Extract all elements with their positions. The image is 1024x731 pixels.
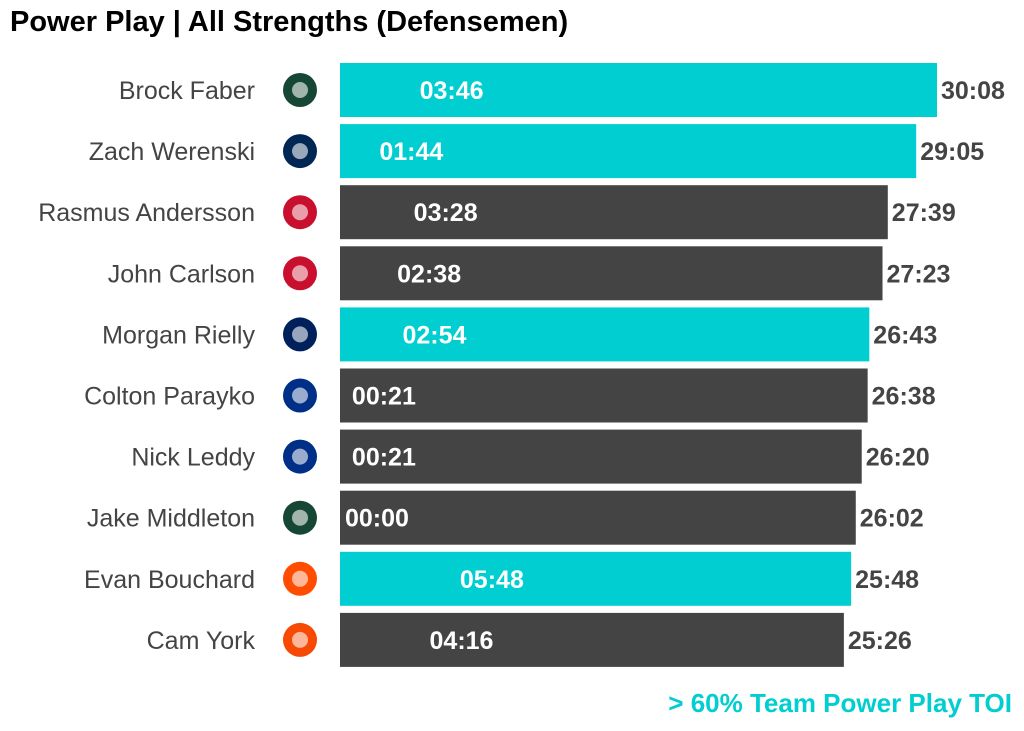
total-toi-label: 25:26 xyxy=(848,627,912,655)
category-label: Colton Parayko xyxy=(84,383,255,411)
bar xyxy=(340,185,888,240)
st-louis-blues-logo xyxy=(283,439,317,474)
total-toi-label: 25:48 xyxy=(855,566,919,594)
bar xyxy=(340,612,844,667)
logo-detail xyxy=(292,204,308,221)
calgary-flames-logo xyxy=(283,195,317,230)
pp-toi-label: 05:48 xyxy=(460,566,524,594)
bar xyxy=(340,307,870,362)
total-toi-label: 27:23 xyxy=(887,260,951,288)
pp-toi-label: 03:46 xyxy=(420,77,484,105)
bar xyxy=(340,63,937,117)
logo-detail xyxy=(292,326,308,343)
toronto-maple-leafs-logo xyxy=(283,317,317,352)
logo-detail xyxy=(292,448,308,465)
edmonton-oilers-logo xyxy=(283,561,317,596)
bar xyxy=(340,490,856,545)
category-label: Jake Middleton xyxy=(87,505,255,533)
pp-toi-label: 04:16 xyxy=(430,627,494,655)
logo-detail xyxy=(292,265,308,282)
category-label: Brock Faber xyxy=(119,77,255,105)
total-toi-label: 26:20 xyxy=(866,444,930,472)
logo-detail xyxy=(292,570,308,587)
category-label: Nick Leddy xyxy=(131,444,255,472)
total-toi-label: 26:43 xyxy=(873,321,937,349)
total-toi-label: 26:38 xyxy=(872,383,936,411)
category-label: Rasmus Andersson xyxy=(38,199,255,227)
bar xyxy=(340,551,852,606)
total-toi-label: 29:05 xyxy=(920,138,984,166)
logo-detail xyxy=(292,631,308,648)
chart-title: Power Play | All Strengths (Defensemen) xyxy=(10,6,569,38)
bar xyxy=(340,246,883,301)
total-toi-label: 30:08 xyxy=(941,77,1005,105)
category-label: Morgan Rielly xyxy=(102,321,255,349)
total-toi-label: 26:02 xyxy=(860,505,924,533)
pp-toi-label: 02:38 xyxy=(397,260,461,288)
minnesota-wild-logo xyxy=(283,73,317,107)
category-label: John Carlson xyxy=(108,260,255,288)
pp-toi-label: 02:54 xyxy=(402,321,466,349)
columbus-blue-jackets-logo xyxy=(283,134,317,169)
logo-detail xyxy=(292,387,308,404)
category-label: Cam York xyxy=(147,627,256,655)
bar xyxy=(340,368,868,423)
washington-capitals-logo xyxy=(283,256,317,291)
logo-detail xyxy=(292,82,308,98)
logo-detail xyxy=(292,143,308,160)
logo-detail xyxy=(292,509,308,526)
pp-toi-label: 03:28 xyxy=(414,199,478,227)
category-label: Evan Bouchard xyxy=(84,566,255,594)
total-toi-label: 27:39 xyxy=(892,199,956,227)
legend-note: > 60% Team Power Play TOI xyxy=(668,688,1012,718)
category-label: Zach Werenski xyxy=(89,138,255,166)
philadelphia-flyers-logo xyxy=(283,622,317,657)
bar xyxy=(340,124,917,179)
pp-toi-label: 00:00 xyxy=(345,505,409,533)
pp-toi-label: 00:21 xyxy=(352,444,416,472)
bar xyxy=(340,429,862,484)
pp-toi-label: 00:21 xyxy=(352,383,416,411)
pp-toi-label: 01:44 xyxy=(379,138,443,166)
minnesota-wild-logo xyxy=(283,500,317,535)
st-louis-blues-logo xyxy=(283,378,317,413)
